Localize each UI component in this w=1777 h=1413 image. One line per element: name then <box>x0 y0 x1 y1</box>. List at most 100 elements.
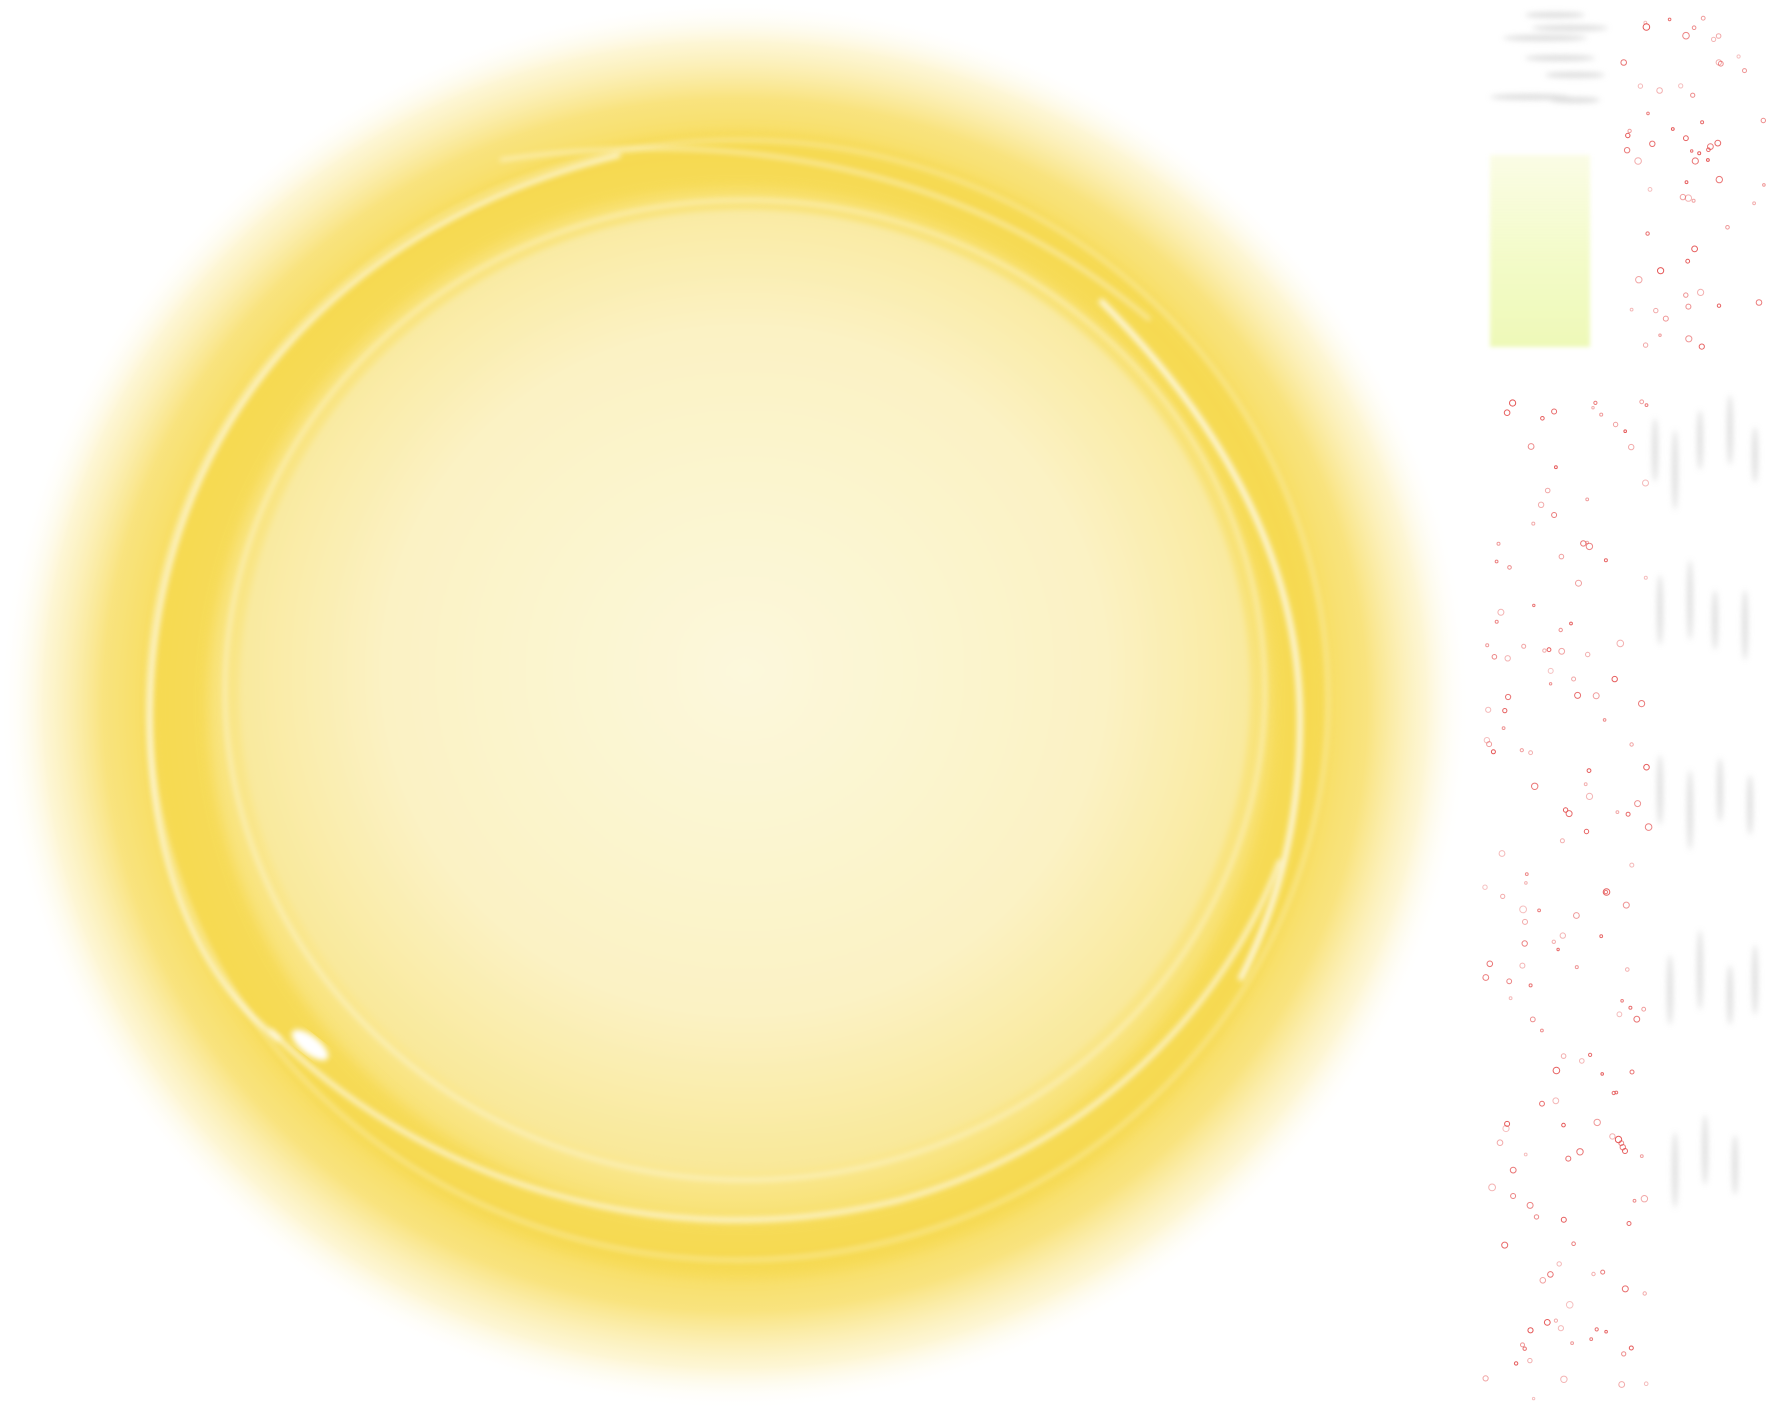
particle-dot <box>1523 1152 1528 1157</box>
particle-dot <box>1547 667 1554 674</box>
particle-dot <box>1571 1241 1576 1246</box>
particle-dot <box>1565 1301 1574 1309</box>
particle-dot <box>1490 749 1496 755</box>
particle-dot <box>1483 737 1491 744</box>
particle-dot <box>1539 1277 1547 1284</box>
particle-dot <box>1685 335 1693 343</box>
particle-dot <box>1716 303 1722 308</box>
particle-dot <box>1498 850 1506 857</box>
particle-dot <box>1725 225 1730 230</box>
particle-dot <box>1609 1133 1616 1140</box>
particle-dot <box>1603 889 1609 895</box>
particle-dot <box>1627 128 1632 134</box>
particle-dot <box>1683 135 1689 142</box>
particle-dot <box>1500 893 1506 900</box>
particle-dot <box>1639 399 1645 405</box>
particle-dot <box>1502 708 1508 714</box>
particle-dot <box>1649 140 1656 148</box>
particle-dot <box>1585 542 1594 551</box>
particle-dot <box>1502 1124 1510 1133</box>
particle-dot <box>1589 1337 1594 1341</box>
particle-dot <box>1643 763 1650 771</box>
particle-dot <box>1503 409 1511 417</box>
particle-dot <box>1629 742 1634 747</box>
particle-dot <box>1683 292 1689 298</box>
particle-dot <box>1760 117 1767 124</box>
particle-dot <box>1528 750 1533 756</box>
highlight-arc-bottom <box>268 859 1282 1223</box>
particle-dot <box>1560 1053 1567 1059</box>
particle-dot <box>1497 608 1505 616</box>
particle-dot <box>1600 1269 1606 1275</box>
particle-dot <box>1539 1100 1545 1107</box>
particle-dot <box>1639 1154 1644 1158</box>
particle-dot <box>1531 782 1539 790</box>
particle-dot <box>1619 1144 1627 1151</box>
particle-dot <box>1559 932 1567 939</box>
particle-dot <box>1565 1155 1572 1162</box>
gradient-swatch <box>1490 155 1590 347</box>
highlight-arc-right <box>1098 298 1303 982</box>
particle-dot <box>1762 183 1766 187</box>
particle-dot <box>1585 651 1591 658</box>
particle-dot <box>1599 934 1604 939</box>
particle-dot <box>1614 1090 1619 1095</box>
particle-dot <box>1570 1341 1574 1345</box>
particle-dot <box>1593 400 1598 405</box>
particle-dot <box>1656 87 1663 94</box>
particle-dot <box>1625 132 1631 139</box>
particle-dot <box>1556 1261 1562 1267</box>
particle-dot <box>1519 748 1524 753</box>
inner-ring-1 <box>223 198 1267 1182</box>
particle-dot <box>1644 823 1653 831</box>
particle-dot <box>1623 147 1631 154</box>
particle-dot <box>1623 429 1627 434</box>
particle-dot <box>1633 1015 1641 1023</box>
particle-dot <box>1616 639 1625 648</box>
particle-dot <box>1632 1198 1637 1203</box>
particle-dot <box>1519 905 1527 914</box>
particle-dot <box>1711 36 1717 43</box>
particle-dot <box>1494 559 1499 564</box>
particle-dot <box>1562 807 1569 813</box>
particle-dot <box>1642 479 1649 487</box>
particle-dot <box>1642 1291 1647 1296</box>
particle-dot <box>1653 307 1659 314</box>
particle-dot <box>1558 553 1565 560</box>
particle-dot <box>1537 908 1541 913</box>
particle-dot <box>1635 276 1643 284</box>
particle-dot <box>1626 1221 1632 1226</box>
particle-dot <box>1560 1216 1567 1223</box>
inner-ring-2 <box>146 138 1330 1262</box>
particle-dot <box>1486 741 1493 748</box>
particle-dot <box>1616 1011 1623 1018</box>
particle-dot <box>1505 693 1512 701</box>
particle-dot <box>1591 1271 1596 1277</box>
particle-dot <box>1697 288 1705 296</box>
particle-dot <box>1592 692 1600 700</box>
particle-dot <box>1507 565 1512 570</box>
particle-dot <box>1531 1396 1536 1401</box>
inner-fill <box>240 210 1250 1170</box>
particle-dot <box>1506 978 1513 985</box>
particle-dot <box>1634 157 1642 165</box>
particle-dot <box>1662 315 1669 322</box>
particle-dot <box>1644 403 1649 408</box>
particle-dot <box>1642 342 1649 348</box>
particle-dot <box>1571 676 1577 682</box>
particle-dot <box>1625 967 1630 972</box>
particle-dot <box>1544 487 1551 494</box>
particle-dot <box>1691 25 1697 31</box>
particle-dot <box>1647 187 1653 192</box>
particle-dot <box>1628 443 1635 451</box>
highlight-arc-top <box>499 146 1151 322</box>
particle-dot <box>1593 1118 1601 1127</box>
particle-dot <box>1520 1342 1525 1348</box>
particle-dot <box>1543 1319 1551 1326</box>
particle-dot <box>1574 965 1579 970</box>
particle-dot <box>1643 575 1648 580</box>
particle-dot <box>1620 999 1624 1003</box>
particle-dots <box>1482 15 1767 1401</box>
particle-dot <box>1583 782 1588 787</box>
